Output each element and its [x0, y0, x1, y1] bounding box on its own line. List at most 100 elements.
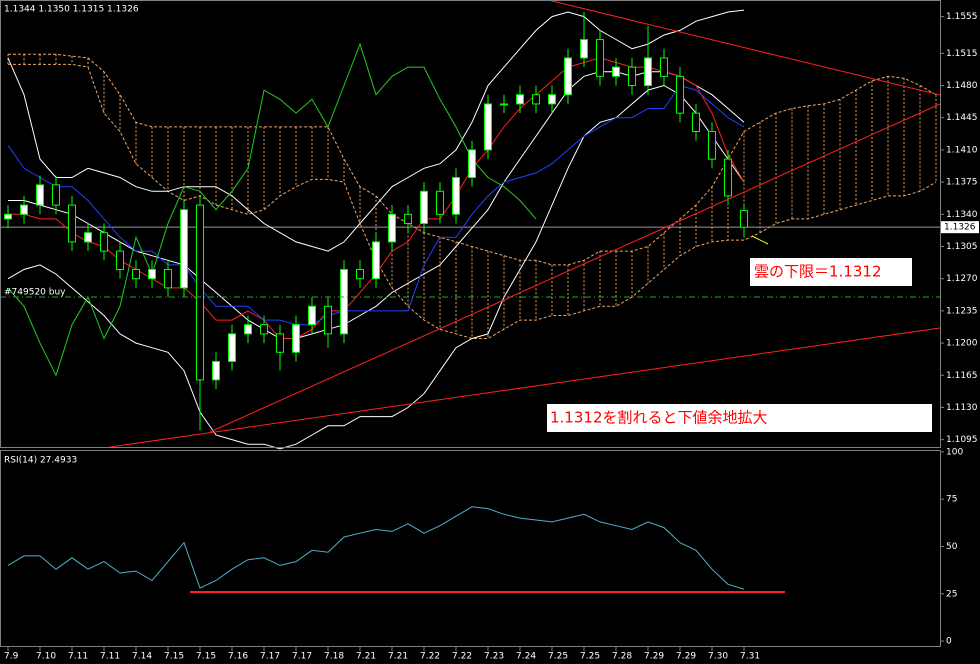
x-tick-label: 7.11	[100, 652, 120, 662]
candle-body	[212, 360, 220, 381]
pointer-line	[751, 235, 769, 245]
current-price-label: 1.1326	[944, 223, 976, 233]
x-tick-label: 7.21	[388, 652, 408, 662]
candle-body	[612, 66, 620, 77]
x-tick-label: 7.18	[324, 652, 344, 662]
candle-body	[100, 232, 108, 252]
y-tick-label: 1.1095	[946, 435, 978, 445]
y-tick-label: 0	[946, 637, 952, 647]
candle-body	[644, 57, 652, 87]
candle-body	[356, 268, 364, 280]
x-tick-label: 7.21	[356, 652, 376, 662]
candle-body	[484, 103, 492, 151]
annotation: 1.1312を割れると下値余地拡大	[550, 409, 768, 427]
x-tick-label: 7.14	[132, 652, 152, 662]
trend-line	[547, 0, 941, 96]
cloud-edge	[8, 53, 937, 266]
main-panel-frame	[0, 0, 941, 448]
x-tick-label: 7.25	[580, 652, 600, 662]
y-tick-label: 1.1200	[946, 339, 978, 349]
indicator-line	[7, 42, 537, 377]
annotation: 雲の下限＝1.1312	[754, 263, 882, 281]
candle-body	[68, 204, 76, 243]
y-tick-label: 1.1480	[946, 81, 978, 91]
rsi-panel-frame	[0, 450, 941, 647]
candle-body	[468, 149, 476, 179]
candle-body	[292, 324, 300, 353]
order-label: #749520 buy	[4, 288, 66, 298]
x-tick-label: 7.28	[612, 652, 632, 662]
candle-body	[420, 190, 428, 224]
y-tick-label: 1.1410	[946, 145, 978, 155]
candle-body	[324, 305, 332, 335]
trend-line	[109, 327, 941, 448]
candle-body	[20, 204, 28, 215]
candle-body	[276, 333, 284, 353]
current-price-box	[941, 221, 979, 234]
candle-body	[532, 94, 540, 105]
y-tick-label: 1.1270	[946, 274, 978, 284]
candle-body	[660, 57, 668, 77]
y-tick-label: 25	[946, 589, 957, 599]
ohlc-header: 1.1344 1.1350 1.1315 1.1326	[4, 5, 139, 15]
trend-line	[209, 103, 941, 433]
y-tick-label: 1.1340	[946, 210, 978, 220]
y-tick-label: 75	[946, 495, 957, 505]
x-tick-label: 7.30	[708, 652, 728, 662]
x-tick-label: 7.31	[740, 652, 760, 662]
x-tick-label: 7.29	[644, 652, 664, 662]
x-tick-label: 7.15	[196, 652, 216, 662]
x-tick-label: 7.22	[420, 652, 440, 662]
y-tick-label: 1.1305	[946, 242, 978, 252]
indicator-line	[7, 84, 745, 326]
candle-body	[404, 213, 412, 225]
candle-body	[84, 232, 92, 243]
x-tick-label: 7.23	[484, 652, 504, 662]
candle-body	[116, 250, 124, 270]
candle-body	[500, 103, 508, 106]
candle-body	[548, 94, 556, 105]
x-tick-label: 7.10	[36, 652, 56, 662]
candle-body	[388, 213, 396, 243]
candle-body	[164, 268, 172, 289]
indicator-line	[7, 84, 745, 450]
candle-body	[708, 131, 716, 160]
candle-body	[148, 268, 156, 280]
y-tick-label: 1.1445	[946, 113, 978, 123]
annotation-box	[750, 258, 912, 286]
candle-body	[36, 184, 44, 206]
candle-body	[4, 213, 12, 220]
x-tick-label: 7.17	[260, 652, 280, 662]
candle-body	[180, 209, 188, 289]
y-tick-label: 1.1235	[946, 306, 978, 316]
candle-body	[740, 210, 748, 228]
x-tick-label: 7.24	[516, 652, 536, 662]
candle-body	[372, 241, 380, 280]
x-tick-label: 7.22	[452, 652, 472, 662]
indicator-line	[8, 71, 745, 339]
candle-body	[308, 305, 316, 326]
x-tick-label: 7.25	[548, 652, 568, 662]
y-tick-label: 50	[946, 542, 958, 552]
annotation-box	[547, 404, 932, 432]
y-tick-label: 1.1130	[946, 403, 978, 413]
candle-body	[260, 324, 268, 335]
candle-body	[564, 57, 572, 96]
y-tick-label: 100	[946, 447, 963, 457]
candle-body	[340, 268, 348, 335]
y-tick-label: 1.1165	[946, 371, 978, 381]
indicator-line	[7, 9, 745, 252]
candle-body	[196, 204, 204, 381]
candle-body	[452, 177, 460, 215]
x-tick-label: 7.17	[292, 652, 312, 662]
candle-body	[244, 324, 252, 335]
rsi-line	[7, 506, 745, 590]
y-tick-label: 1.1555	[946, 12, 978, 22]
candle-body	[228, 333, 236, 362]
x-tick-label: 7.15	[164, 652, 184, 662]
y-tick-label: 1.1375	[946, 178, 978, 188]
x-tick-label: 7.11	[68, 652, 88, 662]
candle-body	[692, 112, 700, 133]
